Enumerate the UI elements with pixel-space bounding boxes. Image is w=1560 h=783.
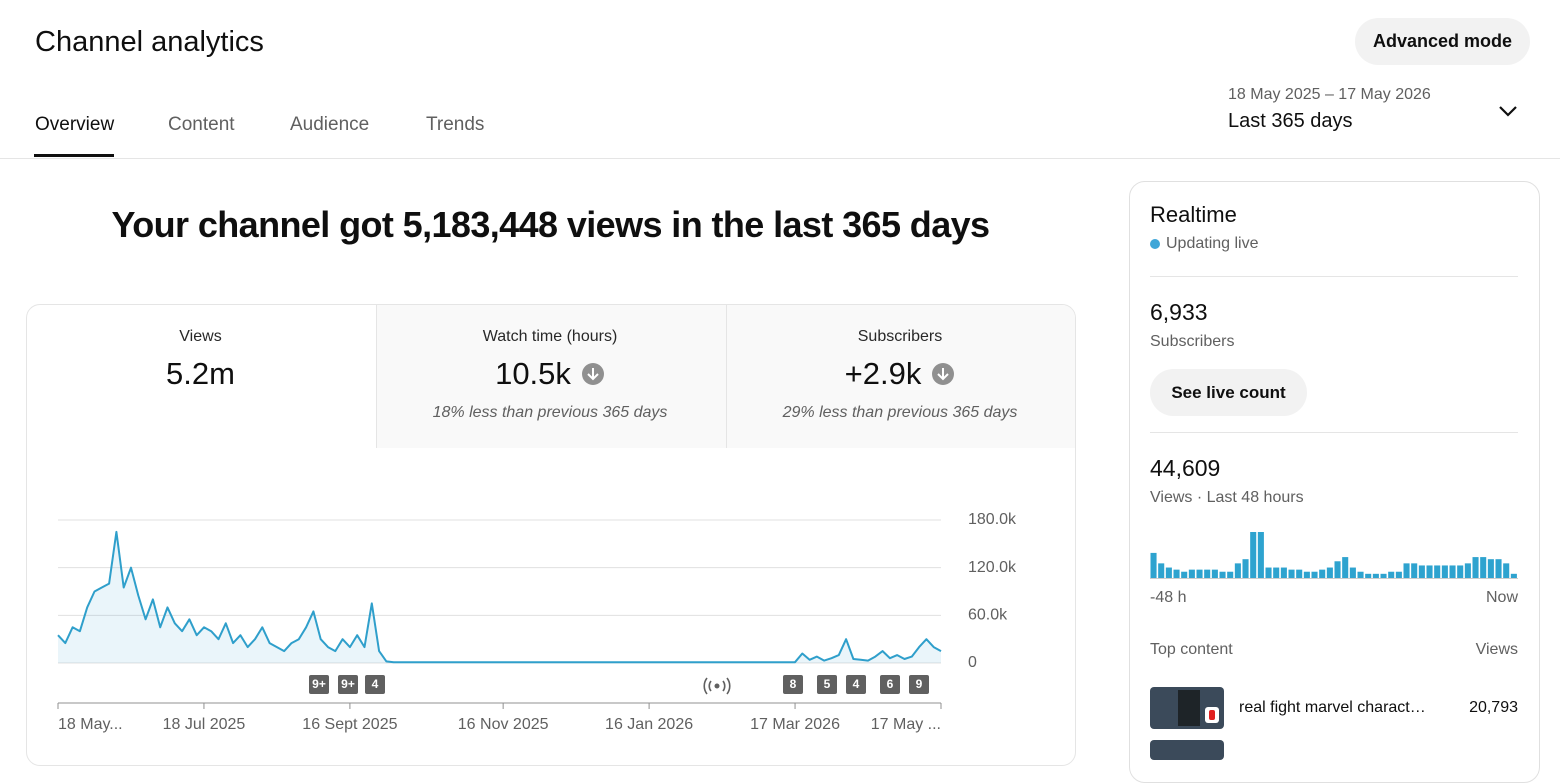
realtime-status: Updating live [1166,235,1259,252]
advanced-mode-button[interactable]: Advanced mode [1355,18,1530,65]
subscriber-count: 6,933 [1150,299,1208,325]
views-label: Views · Last 48 hours [1150,489,1304,506]
metric-value: 5.2m [166,356,235,391]
chart-card [26,304,1076,766]
metric-label: Views [179,328,222,345]
metric-note: 29% less than previous 365 days [782,404,1018,421]
metric-note: 18% less than previous 365 days [432,404,668,421]
tab[interactable]: Trends [426,114,485,135]
down-icon [581,363,604,385]
thumbnail[interactable] [1150,740,1224,760]
separator [0,158,1560,159]
content-title[interactable]: real fight marvel charact… [1239,699,1426,716]
views-count: 44,609 [1150,455,1221,481]
divider [726,305,727,448]
tab[interactable]: Audience [290,114,370,135]
headline: Your channel got 5,183,448 views in the … [111,204,991,245]
metric-card[interactable]: Subscribers +2.9k 29% less than previous… [725,305,1075,448]
shorts-badge [1205,707,1219,723]
metric-card[interactable]: Watch time (hours) 10.5k 18% less than p… [375,305,725,448]
tab-underline [34,154,114,157]
metric-value: +2.9k [844,356,922,391]
live-count-button[interactable]: See live count [1150,369,1307,416]
content-views: 20,793 [1469,699,1518,716]
realtime-title: Realtime [1150,202,1237,227]
page-title: Channel analytics [35,26,264,58]
thumbnail[interactable] [1150,687,1224,729]
page: {"header": {"title": "Channel analytics"… [0,18,1560,783]
date-range[interactable]: 18 May 2025 – 17 May 2026 [1228,86,1431,103]
chevron-down[interactable] [1497,103,1519,119]
top-content-title: Top content [1150,641,1233,658]
metric-label: Watch time (hours) [482,328,618,345]
card-bg [376,305,1075,448]
metric-label: Subscribers [857,328,943,345]
down-icon [932,363,955,385]
divider [376,305,377,448]
views-header: Views [1475,641,1518,658]
thumbnail-figure [1178,690,1200,726]
separator [1150,432,1518,433]
metric-value: 10.5k [495,356,571,391]
tab[interactable]: Overview [35,114,115,135]
subscriber-label: Subscribers [1150,333,1235,350]
metric-card[interactable]: Views 5.2m [26,305,375,448]
period[interactable]: Last 365 days [1228,110,1353,132]
separator [1150,276,1518,277]
live-dot [1150,239,1160,249]
tab[interactable]: Content [168,114,235,135]
